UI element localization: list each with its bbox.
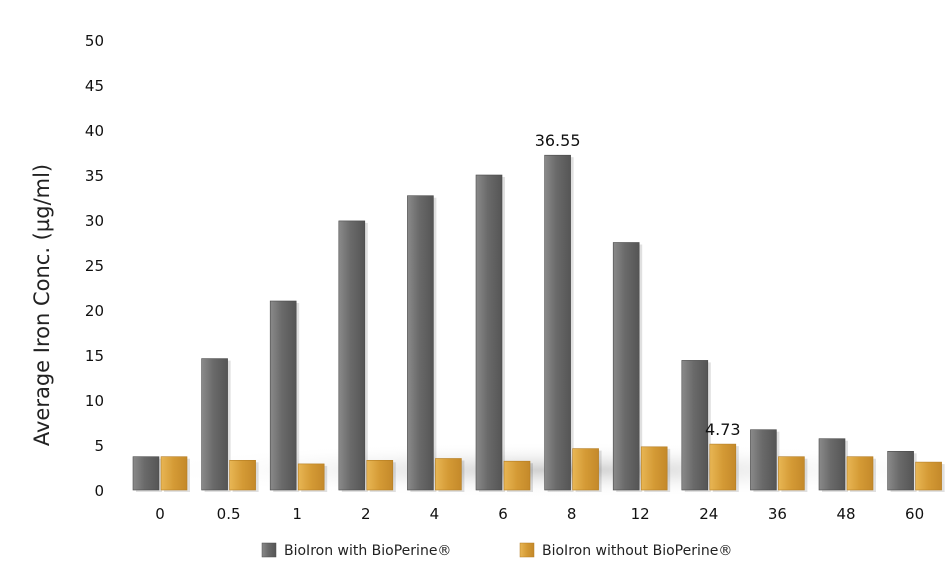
- legend-swatch: [261, 542, 277, 558]
- bar-without-bioperine: [640, 446, 668, 491]
- bar-with-bioperine: [201, 358, 228, 491]
- bar-with-bioperine: [750, 429, 777, 491]
- x-tick-label: 12: [631, 505, 650, 523]
- y-tick-label: 35: [85, 167, 104, 185]
- y-tick-label: 30: [85, 212, 104, 230]
- bar-with-bioperine: [681, 360, 709, 491]
- y-axis-label: Average Iron Conc. (µg/ml): [30, 164, 54, 446]
- y-tick-label: 15: [85, 347, 104, 365]
- bar-without-bioperine: [846, 456, 874, 491]
- legend: BioIron with BioPerine® BioIron without B…: [261, 542, 732, 559]
- y-axis: 0 5 10 15 20 25 30 35 40 45 50: [85, 32, 104, 500]
- bar-without-bioperine: [503, 460, 531, 491]
- y-tick-label: 45: [85, 77, 104, 95]
- y-tick-label: 50: [85, 32, 104, 50]
- y-tick-label: 0: [94, 482, 104, 500]
- x-tick-label: 48: [836, 505, 855, 523]
- bar-with-bioperine: [544, 154, 571, 491]
- data-label: 36.55: [535, 131, 581, 150]
- bar-with-bioperine: [887, 450, 914, 491]
- legend-label: BioIron with BioPerine®: [284, 543, 451, 559]
- x-tick-label: 6: [498, 505, 508, 523]
- bar-with-bioperine: [407, 195, 434, 491]
- bar-without-bioperine: [435, 458, 462, 491]
- bar-without-bioperine: [915, 461, 942, 491]
- x-tick-label: 0.5: [217, 505, 241, 523]
- x-tick-label: 1: [292, 505, 302, 523]
- bar-with-bioperine: [132, 456, 160, 491]
- bar-without-bioperine: [297, 463, 325, 491]
- bar-with-bioperine: [612, 242, 640, 491]
- y-tick-label: 20: [85, 302, 104, 320]
- data-label: 4.73: [705, 420, 741, 439]
- bar-without-bioperine: [160, 456, 188, 491]
- y-tick-label: 40: [85, 122, 104, 140]
- bar-with-bioperine: [818, 438, 846, 491]
- bar-with-bioperine: [338, 220, 366, 491]
- legend-swatch: [519, 542, 535, 558]
- x-tick-label: 8: [567, 505, 577, 523]
- x-tick-label: 2: [361, 505, 371, 523]
- x-tick-label: 36: [768, 505, 787, 523]
- bars: [132, 154, 945, 492]
- data-labels: 36.55 4.73: [535, 131, 741, 439]
- bar-with-bioperine: [269, 300, 297, 491]
- bar-without-bioperine: [366, 459, 394, 491]
- x-tick-label: 60: [905, 505, 924, 523]
- bar-without-bioperine: [229, 459, 256, 491]
- bar-with-bioperine: [475, 174, 503, 491]
- y-tick-label: 5: [94, 437, 104, 455]
- legend-label: BioIron without BioPerine®: [542, 543, 732, 559]
- y-tick-label: 25: [85, 257, 104, 275]
- bar-without-bioperine: [778, 456, 805, 491]
- x-tick-label: 4: [430, 505, 440, 523]
- x-tick-label: 0: [155, 505, 165, 523]
- y-tick-label: 10: [85, 392, 104, 410]
- x-axis: 0 0.5 1 2 4 6 8 12 24 36 48 60: [155, 505, 924, 523]
- bar-without-bioperine: [709, 443, 737, 491]
- x-tick-label: 24: [699, 505, 718, 523]
- bar-without-bioperine: [572, 448, 599, 491]
